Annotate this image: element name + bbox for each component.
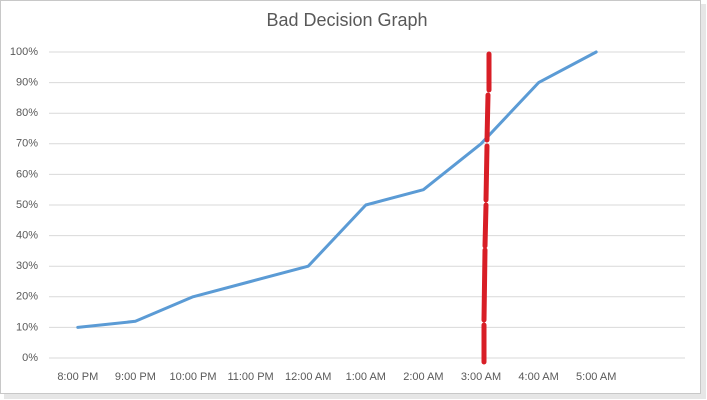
x-tick-label: 2:00 AM (403, 371, 443, 383)
y-tick-label: 60% (16, 168, 38, 180)
frame-shadow (701, 4, 706, 396)
chart-title: Bad Decision Graph (266, 10, 427, 30)
frame-shadow (4, 394, 706, 399)
y-tick-label: 70% (16, 138, 38, 150)
x-tick-label: 4:00 AM (518, 371, 558, 383)
data-line (76, 50, 598, 329)
x-tick-label: 11:00 PM (227, 371, 273, 383)
x-tick-label: 12:00 AM (285, 371, 331, 383)
y-tick-label: 20% (16, 291, 38, 303)
y-tick-label: 50% (16, 199, 38, 211)
x-tick-label: 8:00 PM (57, 371, 98, 383)
y-tick-label: 40% (16, 230, 38, 242)
plot-area: 0% 10% 20% 30% 40% 50% 60% 70% 80% 90% 100% 8:00 PM… (10, 46, 685, 383)
x-tick-label: 1:00 AM (346, 371, 386, 383)
x-tick-label: 3:00 AM (461, 371, 501, 383)
decision-marker (481, 51, 492, 365)
chart-frame (0, 0, 701, 394)
y-tick-label: 30% (16, 260, 38, 272)
y-tick-label: 10% (16, 321, 38, 333)
y-tick-label: 100% (10, 46, 38, 58)
x-tick-label: 5:00 AM (576, 371, 616, 383)
y-tick-label: 80% (16, 107, 38, 119)
y-tick-label: 90% (16, 77, 38, 89)
x-tick-label: 9:00 PM (115, 371, 156, 383)
x-tick-label: 10:00 PM (169, 371, 216, 383)
y-tick-label: 0% (22, 352, 38, 364)
